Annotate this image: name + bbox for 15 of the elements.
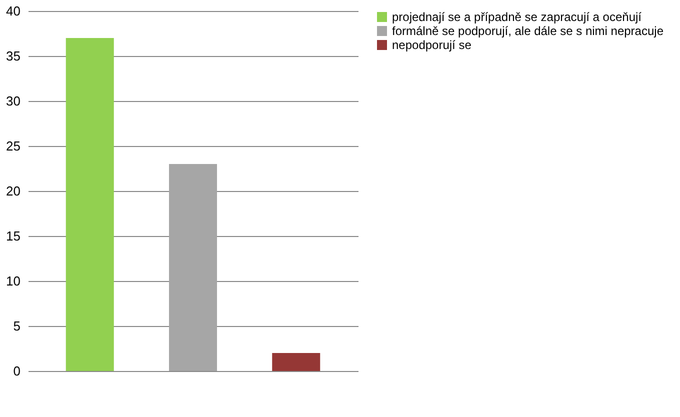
- y-tick-label: 15: [6, 228, 20, 244]
- legend-label: projednají se a případně se zapracují a oceňují: [392, 10, 642, 24]
- y-tick-label: 5: [13, 318, 20, 334]
- legend-label: nepodporují se: [392, 38, 472, 52]
- y-tick-label: 40: [6, 4, 20, 18]
- legend-label: formálně se podporují, ale dále se s nimi nepracuje: [392, 24, 664, 38]
- bar: [169, 164, 217, 371]
- y-tick-label: 35: [6, 48, 20, 64]
- y-tick-label: 0: [13, 364, 20, 378]
- y-tick-label: 30: [6, 94, 20, 108]
- bar: [272, 353, 320, 371]
- bar: [66, 38, 114, 371]
- y-tick-label: 25: [6, 138, 20, 154]
- y-tick-label: 10: [6, 274, 20, 288]
- y-tick-label: 20: [6, 184, 20, 198]
